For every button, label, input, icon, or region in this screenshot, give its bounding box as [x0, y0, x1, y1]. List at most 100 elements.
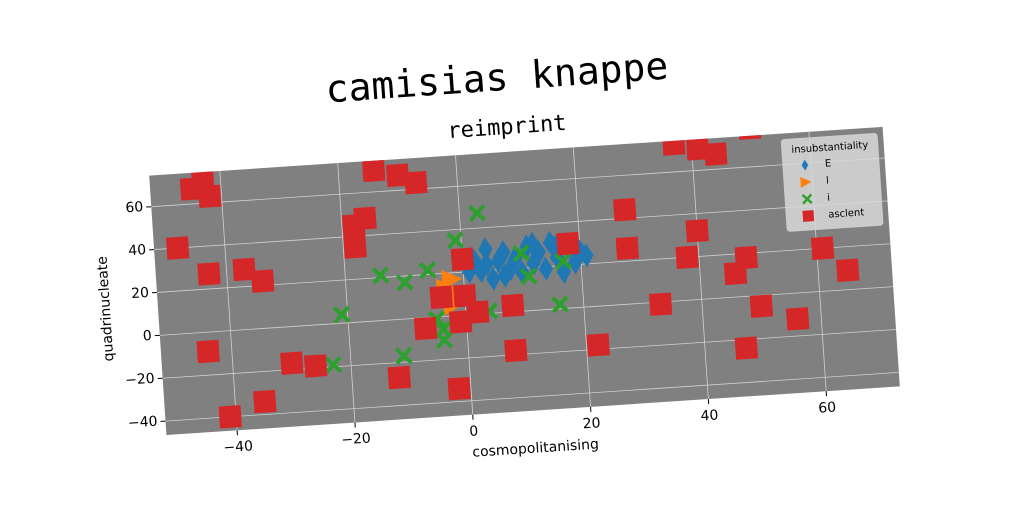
point: [450, 247, 475, 271]
x-tick-label: 20: [582, 415, 601, 432]
point: [198, 184, 222, 209]
grid-line: [337, 163, 356, 423]
point: [723, 261, 748, 286]
grid-line: [219, 170, 238, 431]
legend-marker: [800, 176, 812, 188]
legend-marker: [802, 210, 815, 222]
y-tick-label: 0: [142, 328, 152, 345]
point: [361, 158, 386, 183]
y-tick-label: 20: [131, 285, 150, 302]
point: [556, 231, 580, 256]
point: [332, 305, 351, 324]
point: [734, 336, 759, 360]
point: [554, 252, 573, 271]
point: [468, 204, 487, 223]
point: [353, 206, 377, 231]
point: [526, 251, 541, 276]
point: [685, 219, 709, 243]
point: [418, 261, 437, 280]
point: [435, 331, 454, 350]
x-tick-label: 40: [700, 407, 719, 424]
x-axis-label: cosmopolitanising: [472, 436, 600, 460]
y-tick-label: −20: [125, 371, 156, 389]
point: [749, 294, 774, 318]
point: [395, 273, 414, 292]
point: [446, 231, 465, 250]
y-axis-label: quadrinucleate: [94, 256, 117, 362]
point: [490, 249, 506, 274]
point: [512, 244, 531, 263]
legend-marker: [801, 193, 813, 205]
point: [466, 300, 490, 324]
point: [567, 250, 583, 275]
point: [280, 351, 304, 375]
x-tick-label: −20: [341, 431, 372, 449]
point: [675, 245, 699, 269]
grid-line: [690, 139, 709, 400]
point: [253, 389, 277, 414]
point: [197, 262, 221, 286]
point: [486, 266, 501, 291]
point: [579, 243, 594, 268]
point: [232, 257, 256, 282]
point: [501, 293, 525, 318]
chart-subtitle: reimprint: [447, 111, 568, 144]
point: [394, 346, 413, 365]
point: [586, 333, 610, 357]
plot: −40 −20 0 20 40 60 −40 −20 0 20 40 60 cosmopolitanis…: [94, 126, 900, 461]
point: [496, 240, 511, 265]
point: [385, 163, 410, 187]
point: [648, 292, 673, 316]
point: [429, 285, 453, 309]
point: [810, 236, 835, 260]
grid-line: [154, 200, 888, 250]
point: [478, 237, 493, 262]
point: [250, 269, 275, 293]
point: [324, 355, 343, 374]
x-tick-label: −40: [223, 438, 254, 456]
legend-label: E: [825, 158, 832, 169]
point: [479, 252, 494, 277]
point: [613, 197, 637, 222]
point: [504, 338, 528, 363]
y-tick-label: 40: [128, 242, 147, 259]
grid-line: [572, 147, 591, 407]
point: [685, 137, 710, 161]
y-tick-label: −40: [128, 414, 159, 432]
point: [519, 267, 538, 286]
point: [473, 258, 489, 283]
point: [525, 231, 540, 256]
point: [538, 256, 554, 281]
grid-line: [165, 371, 899, 422]
point: [165, 236, 190, 260]
point: [836, 258, 860, 282]
point: [551, 295, 570, 314]
point: [413, 316, 438, 341]
grid-line: [151, 157, 885, 208]
legend-title: insubstantiality: [791, 140, 868, 156]
point: [704, 142, 728, 166]
x-tick-label: 60: [818, 400, 837, 417]
point: [661, 132, 686, 156]
point: [371, 266, 390, 285]
x-tick-label: 0: [469, 423, 479, 440]
point: [615, 236, 640, 260]
legend-label: asclent: [828, 207, 865, 220]
legend: [780, 132, 884, 232]
legend-label: i: [827, 193, 831, 204]
legend-marker: [801, 159, 809, 171]
legend-label: l: [826, 176, 830, 187]
point: [497, 263, 513, 288]
markers: [165, 126, 860, 429]
point: [404, 170, 428, 195]
point: [343, 235, 367, 259]
chart-title: camisias knappe: [324, 44, 669, 112]
y-tick-label: 60: [125, 199, 144, 216]
point: [303, 354, 328, 378]
point: [218, 405, 242, 429]
point: [448, 310, 473, 334]
point: [785, 307, 810, 331]
point: [503, 257, 518, 281]
point: [447, 376, 471, 401]
